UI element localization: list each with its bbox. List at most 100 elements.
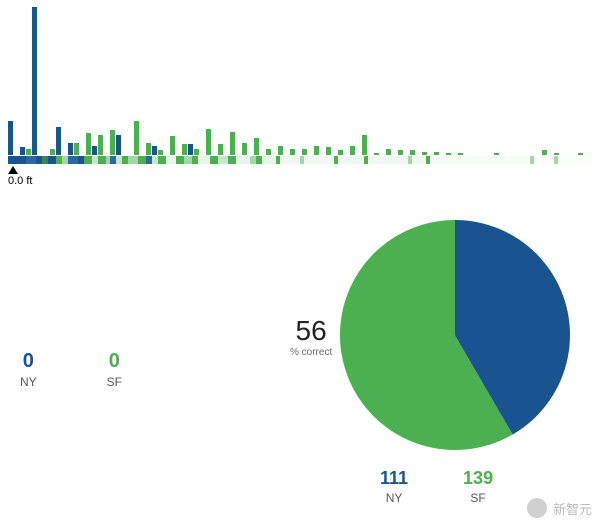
- heat-cell: [534, 156, 554, 164]
- pie-body: [340, 220, 570, 450]
- bar-sf: [446, 153, 451, 155]
- bar-sf: [146, 143, 151, 155]
- legend-sf: 0 SF: [107, 350, 122, 389]
- bar-sf: [374, 153, 379, 155]
- heat-cell: [368, 156, 408, 164]
- heat-cell: [218, 156, 228, 164]
- bar-sf: [386, 149, 391, 155]
- heat-cell: [138, 156, 146, 164]
- heat-cell: [558, 156, 592, 164]
- bar-sf: [206, 129, 211, 155]
- bar-sf: [50, 149, 55, 155]
- bar-sf: [26, 149, 31, 155]
- bar-sf: [290, 149, 295, 155]
- pie-legend: 111 NY 139 SF: [380, 468, 493, 505]
- bar-sf: [254, 138, 259, 155]
- bar-sf: [182, 144, 187, 155]
- bar-sf: [542, 150, 547, 155]
- left-legend: 0 NY 0 SF: [20, 350, 122, 389]
- lower-panel: 0 NY 0 SF 56 % correct 111 NY 139 SF: [0, 220, 600, 520]
- heat-cell: [262, 156, 276, 164]
- bar-sf: [338, 150, 343, 155]
- heat-cell: [68, 156, 78, 164]
- bar-sf: [86, 133, 91, 155]
- legend-ny-value: 0: [20, 350, 37, 373]
- bar-sf: [170, 136, 175, 155]
- histogram-heatstrip: [8, 156, 592, 164]
- bar-ny: [152, 146, 157, 155]
- pie-legend-ny: 111 NY: [380, 468, 408, 505]
- bar-ny: [56, 127, 61, 155]
- heat-cell: [210, 156, 218, 164]
- heat-cell: [26, 156, 36, 164]
- legend-ny: 0 NY: [20, 350, 37, 389]
- bar-sf: [398, 150, 403, 155]
- heat-cell: [84, 156, 92, 164]
- watermark-icon: [527, 498, 547, 518]
- bar-ny: [116, 135, 121, 155]
- legend-sf-value: 0: [107, 350, 122, 373]
- bar-ny: [188, 144, 193, 155]
- heat-cell: [184, 156, 192, 164]
- pie-center-value: 56: [290, 315, 332, 347]
- bar-sf: [278, 146, 283, 155]
- bar-sf: [362, 135, 367, 155]
- heat-cell: [412, 156, 426, 164]
- bar-sf: [134, 121, 139, 155]
- heat-cell: [166, 156, 176, 164]
- bar-sf: [74, 143, 79, 155]
- bar-sf: [98, 135, 103, 155]
- histogram-chart: 0.0 ft: [8, 0, 592, 172]
- heat-cell: [48, 156, 56, 164]
- bar-ny: [32, 7, 37, 155]
- bar-ny: [8, 121, 13, 155]
- bar-sf: [242, 143, 247, 155]
- bar-sf: [218, 144, 223, 155]
- bar-ny: [20, 147, 25, 155]
- pie-chart: [340, 220, 570, 450]
- heat-cell: [430, 156, 530, 164]
- bar-sf: [230, 132, 235, 155]
- pie-legend-sf-label: SF: [463, 491, 493, 505]
- heat-cell: [280, 156, 300, 164]
- bar-sf: [314, 146, 319, 155]
- bar-sf: [266, 149, 271, 155]
- bar-sf: [554, 153, 559, 155]
- pie-legend-ny-label: NY: [380, 491, 408, 505]
- watermark-text: 新智元: [553, 499, 592, 518]
- bar-sf: [350, 146, 355, 155]
- bar-sf: [194, 149, 199, 155]
- bar-sf: [326, 147, 331, 155]
- bar-sf: [422, 152, 427, 155]
- heat-cell: [198, 156, 210, 164]
- heat-cell: [236, 156, 250, 164]
- pie-center-label: % correct: [290, 347, 332, 358]
- histogram-caret-row: 0.0 ft: [8, 166, 592, 188]
- pie-legend-sf: 139 SF: [463, 468, 493, 505]
- heat-cell: [228, 156, 236, 164]
- legend-ny-label: NY: [20, 375, 37, 389]
- bar-ny: [68, 143, 73, 155]
- bar-sf: [434, 152, 439, 155]
- histogram-bars: [8, 0, 592, 155]
- heat-cell: [98, 156, 106, 164]
- caret-icon: [8, 166, 18, 174]
- bar-sf: [494, 153, 499, 155]
- pie-center-text: 56 % correct: [290, 315, 332, 358]
- bar-sf: [410, 150, 415, 155]
- bar-ny: [92, 146, 97, 155]
- bar-sf: [578, 153, 583, 155]
- heat-cell: [176, 156, 184, 164]
- bar-sf: [458, 153, 463, 155]
- heat-cell: [8, 156, 26, 164]
- heat-cell: [158, 156, 166, 164]
- heat-cell: [338, 156, 364, 164]
- heat-cell: [128, 156, 138, 164]
- bar-sf: [302, 149, 307, 155]
- pie-legend-ny-value: 111: [380, 468, 408, 489]
- watermark: 新智元: [527, 498, 592, 518]
- bar-sf: [158, 150, 163, 155]
- bar-sf: [110, 130, 115, 155]
- heat-cell: [304, 156, 334, 164]
- caret-label: 0.0 ft: [8, 175, 32, 187]
